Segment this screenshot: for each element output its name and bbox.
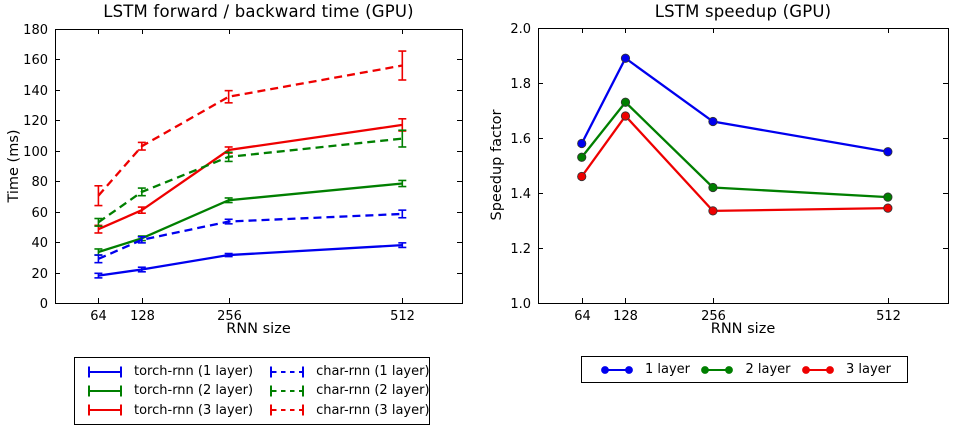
legend-label: char-rnn (1 layer) — [316, 364, 430, 380]
svg-text:128: 128 — [613, 309, 638, 324]
legend-label: 2 layer — [745, 362, 791, 377]
svg-text:2.0: 2.0 — [510, 22, 531, 37]
svg-text:256: 256 — [217, 309, 242, 324]
svg-text:1.8: 1.8 — [510, 77, 531, 92]
svg-text:140: 140 — [23, 84, 48, 99]
lstm-speedup-series-1-layer — [577, 53, 893, 157]
svg-text:0: 0 — [40, 297, 48, 312]
svg-text:128: 128 — [130, 309, 155, 324]
svg-text:512: 512 — [390, 309, 415, 324]
lstm-time-series-torch-rnn-1-layer — [94, 242, 407, 279]
legend-label: char-rnn (2 layer) — [316, 383, 430, 399]
speedup-chart-xlabel: RNN size — [710, 321, 776, 337]
errorbar-dashed-marker-icon — [270, 366, 305, 378]
svg-text:80: 80 — [31, 175, 48, 190]
lstm-speedup-axes: 64 128 256 512 1.0 1.2 1.4 1.6 1.8 2.0 — [510, 22, 949, 324]
legend-item-3-layer: 3 layer — [799, 362, 891, 377]
errorbar-dashed-marker-icon — [270, 404, 305, 416]
legend-label: 1 layer — [645, 362, 691, 377]
svg-text:64: 64 — [574, 309, 591, 324]
legend-label: torch-rnn (3 layer) — [134, 402, 254, 418]
legend-item-torch-rnn-3-layer: torch-rnn (3 layer) — [85, 401, 253, 420]
line-dot-marker-icon — [601, 365, 633, 374]
legend-item-2-layer: 2 layer — [698, 362, 791, 377]
speedup-chart-title: LSTM speedup (GPU) — [654, 2, 832, 21]
legend-label: 3 layer — [845, 362, 891, 377]
legend-item-char-rnn-3-layer: char-rnn (3 layer) — [267, 401, 430, 420]
errorbar-solid-marker-icon — [88, 366, 122, 378]
time-chart-plot: 64 128 256 512 0 20 40 60 80 100 120 140 160 180 — [23, 23, 463, 324]
svg-text:512: 512 — [876, 309, 901, 324]
lstm-speedup-series-3-layer — [577, 111, 893, 216]
svg-text:40: 40 — [31, 236, 48, 251]
legend-item-char-rnn-2-layer: char-rnn (2 layer) — [267, 381, 430, 400]
legend-label: torch-rnn (2 layer) — [134, 383, 254, 399]
speedup-chart-plot: 64 128 256 512 1.0 1.2 1.4 1.6 1.8 2.0 — [510, 22, 949, 324]
speedup-chart-legend: 1 layer 2 layer 3 layer — [581, 356, 908, 383]
time-chart-title: LSTM forward / backward time (GPU) — [103, 2, 414, 21]
lstm-speedup-series-2-layer — [577, 97, 893, 202]
svg-text:1.0: 1.0 — [510, 297, 531, 312]
svg-text:1.6: 1.6 — [510, 132, 531, 147]
errorbar-dashed-marker-icon — [270, 385, 305, 397]
lstm-time-axes: 64 128 256 512 0 20 40 60 80 100 120 140 160 180 — [23, 23, 463, 324]
svg-text:256: 256 — [701, 309, 726, 324]
svg-text:1.2: 1.2 — [510, 242, 531, 257]
time-chart-legend: torch-rnn (1 layer) torch-rnn (2 layer) … — [74, 357, 430, 425]
svg-text:64: 64 — [90, 309, 107, 324]
legend-label: torch-rnn (1 layer) — [134, 364, 254, 380]
lstm-time-series-char-rnn-3-layer — [94, 50, 407, 207]
svg-text:100: 100 — [23, 145, 48, 160]
svg-text:20: 20 — [31, 267, 48, 282]
legend-item-torch-rnn-1-layer: torch-rnn (1 layer) — [85, 362, 253, 381]
legend-item-char-rnn-1-layer: char-rnn (1 layer) — [267, 362, 430, 381]
time-chart-xlabel: RNN size — [226, 321, 291, 337]
svg-text:1.4: 1.4 — [510, 187, 531, 202]
svg-text:60: 60 — [31, 206, 48, 221]
legend-item-torch-rnn-2-layer: torch-rnn (2 layer) — [85, 381, 253, 400]
line-dot-marker-icon — [701, 365, 734, 374]
lstm-time-series-torch-rnn-2-layer — [94, 179, 407, 256]
errorbar-solid-marker-icon — [88, 404, 122, 416]
line-dot-marker-icon — [802, 365, 834, 374]
lstm-time-series-char-rnn-2-layer — [94, 129, 407, 227]
legend-label: char-rnn (3 layer) — [316, 402, 430, 418]
legend-item-1-layer: 1 layer — [598, 362, 690, 377]
svg-text:160: 160 — [23, 53, 48, 68]
svg-text:120: 120 — [23, 114, 48, 129]
lstm-time-series-char-rnn-1-layer — [94, 209, 407, 264]
errorbar-solid-marker-icon — [88, 385, 122, 397]
svg-text:180: 180 — [23, 23, 48, 38]
